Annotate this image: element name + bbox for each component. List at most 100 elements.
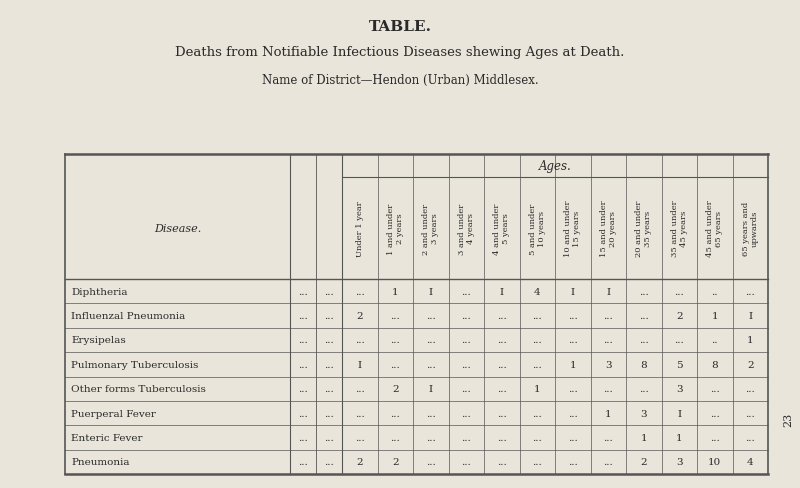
Text: ...: ... (298, 311, 308, 321)
Text: ...: ... (603, 336, 613, 345)
Text: 3: 3 (676, 385, 682, 393)
Text: ..: .. (711, 287, 718, 296)
Text: ...: ... (390, 336, 400, 345)
Text: ...: ... (710, 385, 720, 393)
Text: ...: ... (462, 336, 471, 345)
Text: ...: ... (568, 433, 578, 442)
Text: I: I (677, 409, 682, 418)
Text: ...: ... (390, 311, 400, 321)
Text: ...: ... (426, 311, 436, 321)
Text: 2: 2 (641, 457, 647, 467)
Text: ...: ... (746, 409, 755, 418)
Text: ...: ... (710, 433, 720, 442)
Text: ...: ... (390, 433, 400, 442)
Text: ...: ... (674, 336, 684, 345)
Text: ...: ... (462, 360, 471, 369)
Text: ...: ... (426, 433, 436, 442)
Text: 23: 23 (783, 412, 793, 426)
Text: 1: 1 (605, 409, 611, 418)
Text: 3: 3 (605, 360, 611, 369)
Text: 5: 5 (676, 360, 682, 369)
Text: ...: ... (355, 433, 365, 442)
Text: 2: 2 (357, 457, 363, 467)
Text: ...: ... (355, 287, 365, 296)
Text: ...: ... (568, 336, 578, 345)
Text: ...: ... (532, 409, 542, 418)
Text: I: I (570, 287, 575, 296)
Text: 2: 2 (392, 385, 398, 393)
Text: ...: ... (497, 385, 506, 393)
Text: ...: ... (462, 311, 471, 321)
Text: 1: 1 (534, 385, 541, 393)
Text: 45 and under
65 years: 45 and under 65 years (706, 200, 723, 257)
Text: 3 and under
4 years: 3 and under 4 years (458, 203, 474, 254)
Text: ...: ... (746, 287, 755, 296)
Text: ...: ... (639, 385, 649, 393)
Text: ...: ... (298, 336, 308, 345)
Text: 10: 10 (708, 457, 722, 467)
Text: ...: ... (355, 409, 365, 418)
Text: Enteric Fever: Enteric Fever (71, 433, 142, 442)
Text: ...: ... (426, 336, 436, 345)
Text: I: I (358, 360, 362, 369)
Text: ...: ... (462, 457, 471, 467)
Text: 1: 1 (570, 360, 576, 369)
Text: 2: 2 (357, 311, 363, 321)
Text: ...: ... (298, 409, 308, 418)
Text: 20 and under
35 years: 20 and under 35 years (635, 201, 652, 257)
Text: 1: 1 (711, 311, 718, 321)
Text: ...: ... (532, 360, 542, 369)
Text: Name of District—Hendon (Urban) Middlesex.: Name of District—Hendon (Urban) Middlese… (262, 74, 538, 87)
Text: Ages.: Ages. (538, 160, 571, 173)
Text: 1 and under
2 years: 1 and under 2 years (387, 203, 404, 254)
Text: Diphtheria: Diphtheria (71, 287, 127, 296)
Text: ...: ... (497, 360, 506, 369)
Text: Disease.: Disease. (154, 224, 201, 234)
Text: ...: ... (568, 409, 578, 418)
Text: ..: .. (711, 336, 718, 345)
Text: 1: 1 (641, 433, 647, 442)
Text: 8: 8 (641, 360, 647, 369)
Text: ...: ... (462, 433, 471, 442)
Text: ...: ... (532, 311, 542, 321)
Text: ...: ... (324, 457, 334, 467)
Text: I: I (748, 311, 752, 321)
Text: ...: ... (603, 385, 613, 393)
Text: ...: ... (497, 336, 506, 345)
Text: ...: ... (298, 385, 308, 393)
Text: 15 and under
20 years: 15 and under 20 years (600, 200, 617, 257)
Text: Erysipelas: Erysipelas (71, 336, 126, 345)
Text: 4: 4 (534, 287, 541, 296)
Text: ...: ... (298, 433, 308, 442)
Text: ...: ... (603, 457, 613, 467)
Text: ...: ... (639, 311, 649, 321)
Text: 65 years and
upwards: 65 years and upwards (742, 202, 758, 256)
Text: ...: ... (568, 457, 578, 467)
Text: 8: 8 (711, 360, 718, 369)
Text: ...: ... (639, 336, 649, 345)
Text: ...: ... (355, 336, 365, 345)
Text: ...: ... (298, 287, 308, 296)
Text: 10 and under
15 years: 10 and under 15 years (564, 201, 581, 257)
Text: 35 and under
45 years: 35 and under 45 years (670, 200, 688, 257)
Text: ...: ... (710, 409, 720, 418)
Text: ...: ... (324, 433, 334, 442)
Text: ...: ... (462, 385, 471, 393)
Text: 1: 1 (676, 433, 682, 442)
Text: ...: ... (639, 287, 649, 296)
Text: ...: ... (568, 385, 578, 393)
Text: ...: ... (426, 360, 436, 369)
Text: ...: ... (324, 385, 334, 393)
Text: ...: ... (497, 433, 506, 442)
Text: ...: ... (390, 409, 400, 418)
Text: ...: ... (324, 336, 334, 345)
Text: ...: ... (532, 336, 542, 345)
Text: ...: ... (390, 360, 400, 369)
Text: 3: 3 (676, 457, 682, 467)
Text: Deaths from Notifiable Infectious Diseases shewing Ages at Death.: Deaths from Notifiable Infectious Diseas… (175, 46, 625, 59)
Text: ...: ... (674, 287, 684, 296)
Text: I: I (606, 287, 610, 296)
Text: Puerperal Fever: Puerperal Fever (71, 409, 156, 418)
Text: ...: ... (568, 311, 578, 321)
Text: 2: 2 (676, 311, 682, 321)
